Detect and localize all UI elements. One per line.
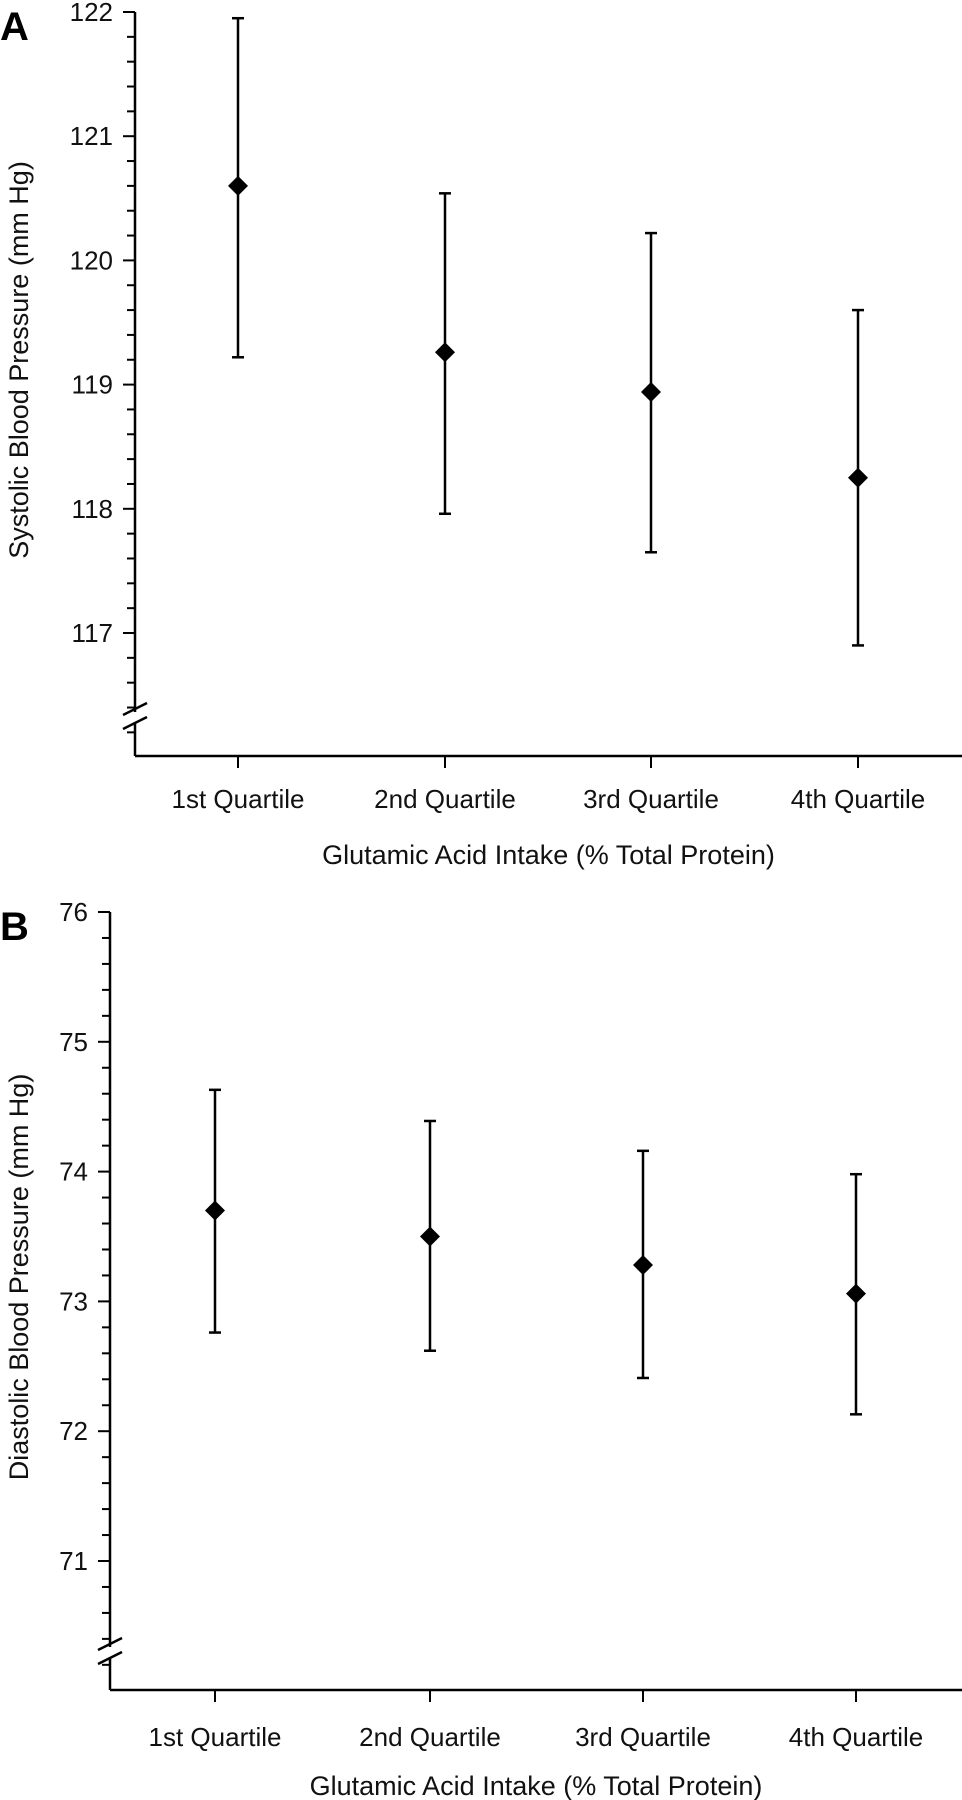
panel-letter: A <box>0 5 29 49</box>
y-tick-label: 121 <box>70 121 113 151</box>
y-tick-label: 118 <box>72 494 113 524</box>
data-point <box>846 1284 866 1304</box>
x-tick-label: 4th Quartile <box>791 784 925 814</box>
data-point <box>228 176 248 196</box>
y-tick-label: 120 <box>70 245 113 275</box>
panel-a: A 117 118 119 120 121 122 1st Quartile 2nd Quart… <box>0 0 962 870</box>
data-point <box>641 382 661 402</box>
y-tick-label: 122 <box>70 0 113 27</box>
y-tick-label: 117 <box>72 618 113 648</box>
x-tick-label: 4th Quartile <box>789 1722 923 1752</box>
data-point <box>633 1255 653 1275</box>
x-axis-title: Glutamic Acid Intake (% Total Protein) <box>322 840 775 870</box>
y-axis-title: Systolic Blood Pressure (mm Hg) <box>4 161 34 559</box>
y-tick-label: 119 <box>72 370 113 400</box>
data-point <box>420 1227 440 1247</box>
panel-letter: B <box>0 905 29 949</box>
y-tick-label: 73 <box>59 1286 88 1316</box>
y-axis-title: Diastolic Blood Pressure (mm Hg) <box>4 1074 34 1481</box>
x-axis-title: Glutamic Acid Intake (% Total Protein) <box>310 1771 763 1800</box>
x-tick-label: 3rd Quartile <box>575 1722 711 1752</box>
x-tick-label: 2nd Quartile <box>374 784 516 814</box>
y-tick-label: 74 <box>59 1157 88 1187</box>
x-tick-label: 2nd Quartile <box>359 1722 501 1752</box>
y-tick-label: 75 <box>59 1027 88 1057</box>
x-tick-label: 1st Quartile <box>172 784 305 814</box>
data-point <box>435 342 455 362</box>
y-tick-label: 76 <box>59 897 88 927</box>
panel-b: B 71 72 73 74 75 76 1st Quartile 2nd Quartile 3rd… <box>0 897 962 1800</box>
data-point <box>205 1201 225 1221</box>
y-tick-label: 72 <box>59 1416 88 1446</box>
data-point <box>848 468 868 488</box>
x-tick-label: 1st Quartile <box>149 1722 282 1752</box>
y-tick-label: 71 <box>59 1546 88 1576</box>
x-tick-label: 3rd Quartile <box>583 784 719 814</box>
